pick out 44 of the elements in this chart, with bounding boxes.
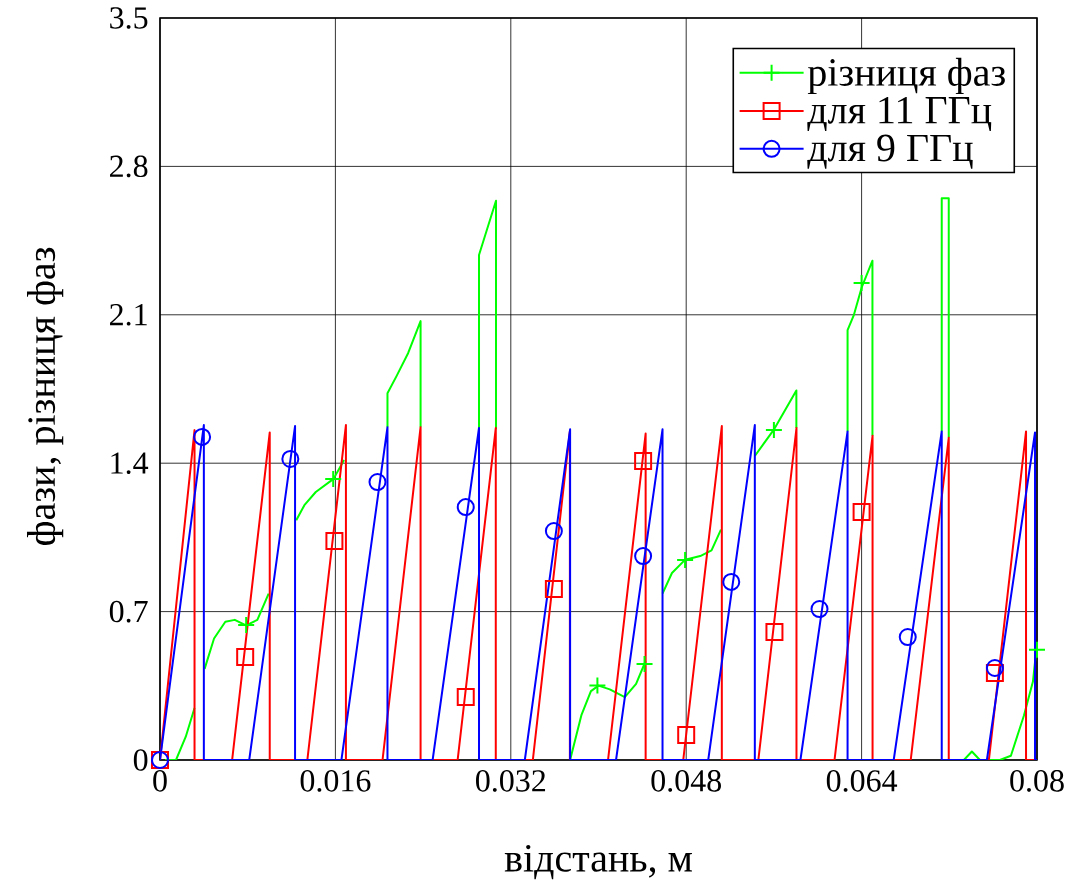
x-tick-label: 0 xyxy=(153,770,167,792)
point xyxy=(544,579,563,598)
point xyxy=(898,628,917,647)
point xyxy=(544,522,563,541)
y-tick-label: 1.4 xyxy=(111,452,149,474)
point xyxy=(985,664,1004,683)
point xyxy=(677,725,696,744)
point xyxy=(324,470,343,489)
point xyxy=(588,676,607,695)
point xyxy=(810,600,829,619)
point xyxy=(852,502,871,521)
legend-label: різниця фаз xyxy=(807,57,1005,95)
x-axis-title: відстань, м xyxy=(504,844,692,880)
point xyxy=(985,658,1004,677)
y-tick-label: 0 xyxy=(133,749,148,771)
point xyxy=(456,688,475,707)
point xyxy=(281,449,300,468)
x-tick-label: 0.032 xyxy=(476,770,546,792)
legend-label: для 9 ГГц xyxy=(807,134,973,169)
point xyxy=(368,473,387,492)
x-tick-label: 0.08 xyxy=(1010,770,1064,792)
x-tick-label: 0.064 xyxy=(826,770,898,792)
legend-label: для 11 ГГц xyxy=(807,96,992,132)
point xyxy=(765,622,784,641)
y-tick-label: 3.5 xyxy=(110,7,148,29)
point xyxy=(635,654,654,673)
y-tick-label: 2.8 xyxy=(110,155,148,178)
point xyxy=(722,572,741,591)
point xyxy=(676,551,695,570)
point xyxy=(852,274,871,292)
point xyxy=(634,547,653,566)
x-tick-label: 0.048 xyxy=(651,770,721,792)
point xyxy=(1027,640,1046,659)
y-tick-label: 2.1 xyxy=(110,303,147,326)
y-axis-title: фази, різниця фаз xyxy=(26,247,64,545)
point xyxy=(634,452,653,471)
x-tick-label: 0.016 xyxy=(300,770,371,792)
point xyxy=(456,498,475,517)
point xyxy=(193,427,212,446)
point xyxy=(325,532,344,550)
point xyxy=(237,615,256,634)
point xyxy=(764,420,783,439)
y-tick-label: 0.7 xyxy=(109,600,148,623)
point xyxy=(236,647,255,666)
